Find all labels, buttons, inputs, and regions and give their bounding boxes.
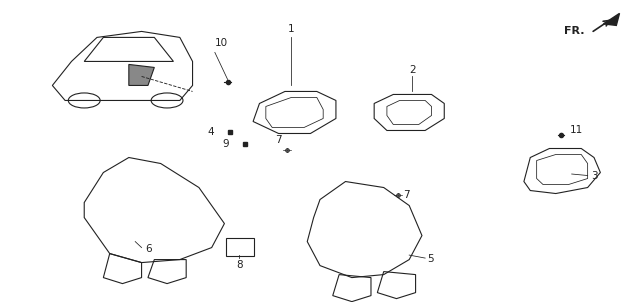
Text: 1: 1 [288, 25, 294, 35]
Text: 6: 6 [145, 244, 152, 254]
Text: FR.: FR. [564, 26, 584, 36]
Text: 2: 2 [409, 65, 416, 75]
Text: 9: 9 [222, 139, 229, 149]
Text: 5: 5 [427, 254, 434, 264]
Text: 8: 8 [236, 260, 243, 270]
Text: 10: 10 [214, 38, 228, 48]
Text: 3: 3 [591, 171, 598, 181]
Text: 7: 7 [403, 190, 410, 200]
Polygon shape [604, 13, 620, 25]
Text: 7: 7 [275, 135, 282, 145]
Polygon shape [129, 65, 154, 85]
Text: 11: 11 [570, 125, 583, 135]
Text: 4: 4 [207, 127, 214, 137]
